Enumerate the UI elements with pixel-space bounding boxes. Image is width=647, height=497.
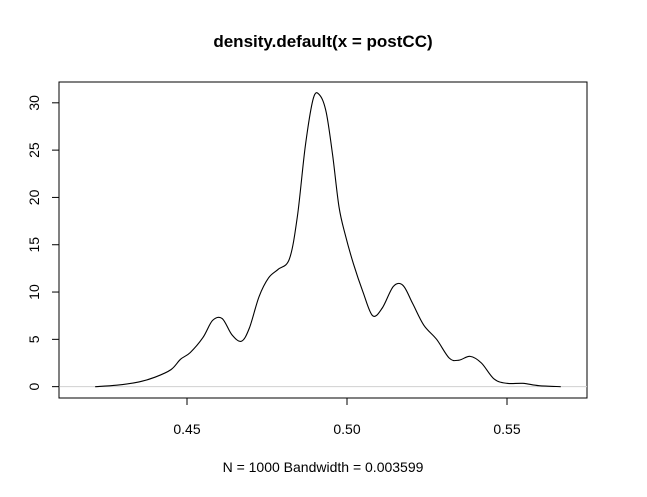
y-tick-label: 20	[26, 189, 42, 205]
x-axis-label: N = 1000 Bandwidth = 0.003599	[223, 459, 424, 475]
density-curve	[95, 92, 561, 388]
chart-title: density.default(x = postCC)	[213, 32, 432, 51]
x-tick-label: 0.55	[493, 421, 520, 437]
y-tick-label: 15	[26, 237, 42, 253]
y-tick-label: 10	[26, 284, 42, 300]
y-tick-label: 0	[26, 383, 42, 391]
y-tick-label: 5	[26, 335, 42, 343]
y-tick-label: 25	[26, 142, 42, 158]
x-tick-label: 0.50	[333, 421, 360, 437]
x-tick-label: 0.45	[173, 421, 200, 437]
plot-area: 0.45 0.50 0.55 0 5 10 15 20 25 30	[26, 81, 588, 437]
plot-frame	[58, 81, 588, 399]
y-tick-label: 30	[26, 95, 42, 111]
